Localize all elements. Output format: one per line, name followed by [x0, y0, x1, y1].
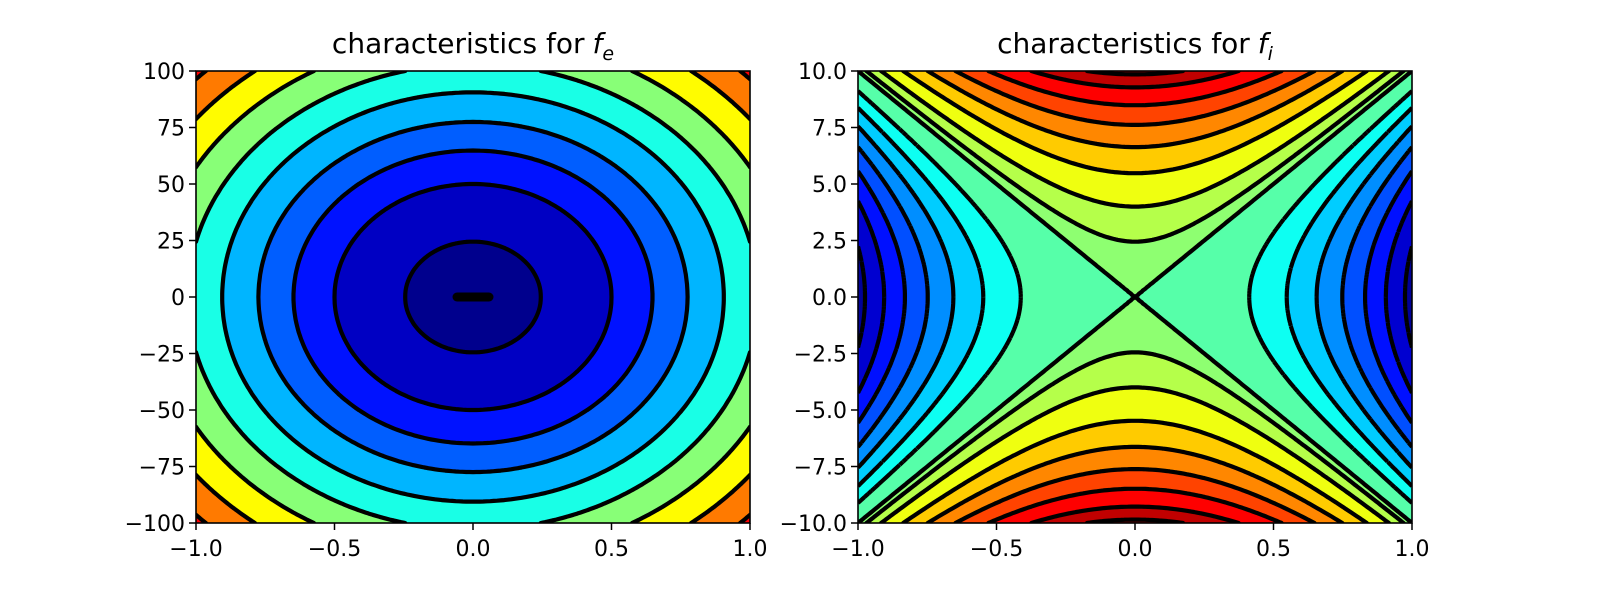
left-contour-line [220, 90, 726, 504]
left-contour-line [403, 239, 543, 355]
left-x-tick-label: −0.5 [308, 537, 361, 562]
right-contour-line [858, 106, 1412, 488]
left-contour-line [256, 119, 690, 475]
left-y-tick-label: 25 [157, 230, 185, 255]
right-x-axis: −1.0 −0.5 0.0 0.5 1.0 [831, 523, 1430, 562]
left-contour-lines [196, 71, 750, 523]
right-contour-line [858, 170, 1412, 424]
right-contour-line [858, 124, 1412, 470]
left-panel: characteristics for fe −1.0 −0.5 0.0 0.5 1.0 … [125, 27, 768, 562]
right-title-subscript: i [1268, 43, 1274, 65]
left-x-tick-label: 0.0 [456, 537, 491, 562]
left-contour-line [332, 181, 614, 413]
right-x-tick-label: 1.0 [1395, 537, 1430, 562]
right-y-tick-label: 7.5 [812, 117, 847, 142]
right-y-tick-label: −7.5 [794, 456, 847, 481]
left-x-axis: −1.0 −0.5 0.0 0.5 1.0 [169, 523, 768, 562]
left-y-tick-label: 100 [143, 60, 185, 85]
right-panel: characteristics for fi −1.0 −0.5 0.0 0.5 1.0 … [780, 27, 1430, 562]
right-contour-line [901, 71, 1369, 523]
left-x-tick-label: −1.0 [169, 537, 222, 562]
left-y-axis: 100 75 50 25 0 −25 −50 −75 −100 [125, 60, 196, 537]
right-contour-line [925, 71, 1345, 523]
right-title-text: characteristics for [997, 27, 1250, 60]
right-plot-area [858, 71, 1412, 523]
right-y-tick-label: 2.5 [812, 230, 847, 255]
left-contour-line [196, 71, 750, 523]
left-panel-title: characteristics for fe [332, 27, 614, 65]
left-x-tick-label: 1.0 [733, 537, 768, 562]
left-contour-line [196, 71, 750, 523]
left-y-tick-label: −75 [139, 456, 185, 481]
left-contour-line [196, 71, 750, 523]
right-x-tick-label: −0.5 [970, 537, 1023, 562]
left-y-tick-label: 50 [157, 173, 185, 198]
right-contour-line [858, 89, 1412, 505]
left-y-tick-label: −100 [125, 512, 185, 537]
right-x-tick-label: −1.0 [831, 537, 884, 562]
left-title-subscript: e [602, 43, 614, 65]
right-y-tick-label: 5.0 [812, 173, 847, 198]
right-panel-title: characteristics for fi [997, 27, 1273, 65]
right-x-tick-label: 0.5 [1256, 537, 1291, 562]
right-y-tick-label: −10.0 [780, 512, 847, 537]
left-contour-line [291, 148, 655, 446]
left-x-tick-label: 0.5 [594, 537, 629, 562]
left-y-tick-label: −25 [139, 343, 185, 368]
right-y-axis: 10.0 7.5 5.0 2.5 0.0 −2.5 −5.0 −7.5 −10.0 [780, 60, 858, 537]
left-title-text: characteristics for [332, 27, 585, 60]
left-y-tick-label: 75 [157, 117, 185, 142]
left-y-tick-label: −50 [139, 399, 185, 424]
right-y-tick-label: 10.0 [798, 60, 847, 85]
left-plot-area [196, 71, 750, 523]
right-x-tick-label: 0.0 [1118, 537, 1153, 562]
right-y-tick-label: −5.0 [794, 399, 847, 424]
right-y-tick-label: −2.5 [794, 343, 847, 368]
left-contour-line [196, 71, 750, 523]
right-y-tick-label: 0.0 [812, 286, 847, 311]
right-contour-line [858, 71, 1412, 523]
left-y-tick-label: 0 [171, 286, 185, 311]
